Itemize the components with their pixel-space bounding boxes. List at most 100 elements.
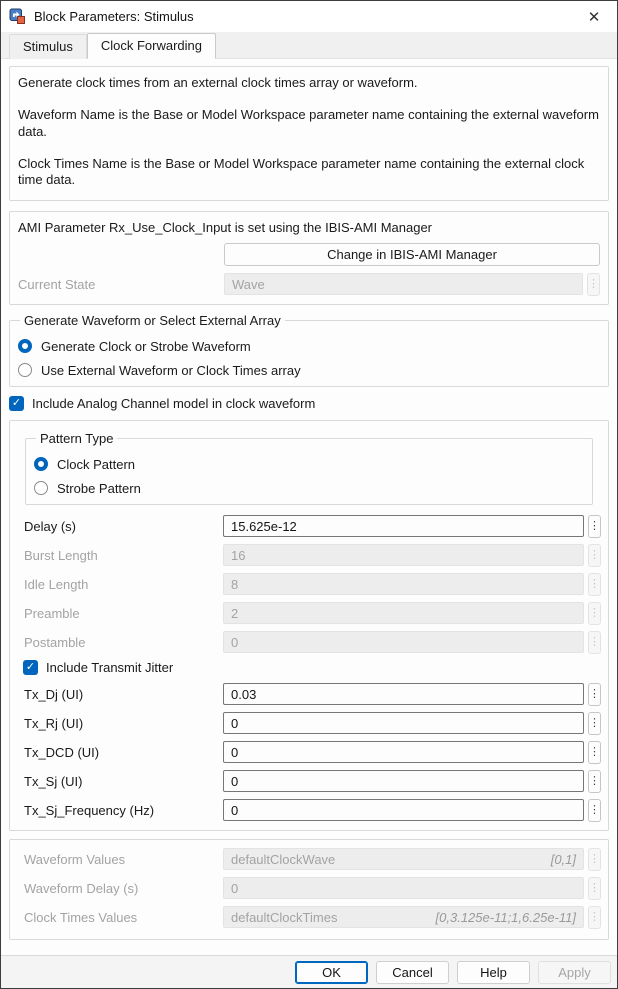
tx-dcd-kebab-icon[interactable]: ⋮ <box>588 740 601 764</box>
tx-dcd-row: Tx_DCD (UI) 0 ⋮ <box>17 740 601 764</box>
delay-value: 15.625e-12 <box>231 518 297 534</box>
idle-length-label: Idle Length <box>24 576 89 592</box>
title-bar: Block Parameters: Stimulus ✕ <box>1 1 617 32</box>
waveform-values-row: Waveform Values defaultClockWave [0,1] ⋮ <box>17 847 601 871</box>
postamble-input: 0 <box>223 631 584 654</box>
change-ibis-ami-manager-button[interactable]: Change in IBIS-AMI Manager <box>224 242 600 266</box>
tx-sj-frequency-row: Tx_Sj_Frequency (Hz) 0 ⋮ <box>17 798 601 822</box>
tx-dj-label: Tx_Dj (UI) <box>24 686 84 702</box>
preamble-input: 2 <box>223 602 584 625</box>
tx-rj-input[interactable]: 0 <box>223 712 584 735</box>
radio-clock-pattern[interactable]: Clock Pattern <box>34 457 584 472</box>
burst-length-row: Burst Length 16 ⋮ <box>17 543 601 567</box>
window-title: Block Parameters: Stimulus <box>34 9 194 24</box>
preamble-row: Preamble 2 ⋮ <box>17 601 601 625</box>
tx-rj-row: Tx_Rj (UI) 0 ⋮ <box>17 711 601 735</box>
delay-kebab-icon[interactable]: ⋮ <box>588 514 601 538</box>
radio-generate-label: Generate Clock or Strobe Waveform <box>41 338 251 354</box>
tx-dj-value: 0.03 <box>231 686 257 702</box>
waveform-delay-row: Waveform Delay (s) 0 ⋮ <box>17 876 601 900</box>
radio-off-icon[interactable] <box>18 363 32 378</box>
tx-rj-label: Tx_Rj (UI) <box>24 715 84 731</box>
tx-dj-row: Tx_Dj (UI) 0.03 ⋮ <box>17 682 601 706</box>
tx-dcd-label: Tx_DCD (UI) <box>24 744 100 760</box>
tx-sj-value: 0 <box>231 773 239 789</box>
tx-sj-label: Tx_Sj (UI) <box>24 773 83 789</box>
tab-stimulus[interactable]: Stimulus <box>9 34 87 59</box>
tx-sj-input[interactable]: 0 <box>223 770 584 793</box>
clock-times-values-input: defaultClockTimes [0,3.125e-11;1,6.25e-1… <box>223 906 584 929</box>
apply-button: Apply <box>538 960 611 984</box>
generate-waveform-legend: Generate Waveform or Select External Arr… <box>24 312 281 328</box>
ok-button[interactable]: OK <box>295 960 368 984</box>
clock-times-values-row: Clock Times Values defaultClockTimes [0,… <box>17 905 601 929</box>
waveform-delay-label: Waveform Delay (s) <box>24 880 139 896</box>
radio-strobe-pattern[interactable]: Strobe Pattern <box>34 481 584 496</box>
delay-row: Delay (s) 15.625e-12 ⋮ <box>17 514 601 538</box>
generate-waveform-group: Generate Waveform or Select External Arr… <box>9 312 609 387</box>
preamble-kebab-icon: ⋮ <box>588 601 601 625</box>
checkbox-checked-icon[interactable]: ✓ <box>23 659 38 675</box>
description-line-1: Generate clock times from an external cl… <box>18 75 418 90</box>
radio-on-icon[interactable] <box>18 339 32 354</box>
current-state-field: Wave <box>224 273 583 296</box>
external-waveform-box: Waveform Values defaultClockWave [0,1] ⋮… <box>9 838 609 940</box>
burst-length-input: 16 <box>223 544 584 567</box>
preamble-label: Preamble <box>24 605 80 621</box>
checkbox-checked-icon[interactable]: ✓ <box>9 395 24 411</box>
strobe-pattern-label: Strobe Pattern <box>57 480 141 496</box>
burst-length-value: 16 <box>231 547 246 563</box>
waveform-delay-kebab-icon: ⋮ <box>588 876 601 900</box>
waveform-values-value: defaultClockWave <box>231 851 336 867</box>
tab-bar: Stimulus Clock Forwarding <box>1 32 617 59</box>
radio-generate-clock-strobe[interactable]: Generate Clock or Strobe Waveform <box>18 339 600 354</box>
postamble-value: 0 <box>231 634 239 650</box>
tx-sj-frequency-input[interactable]: 0 <box>223 799 584 822</box>
tx-dcd-value: 0 <box>231 744 239 760</box>
waveform-delay-input: 0 <box>223 877 584 900</box>
postamble-label: Postamble <box>24 634 86 650</box>
preamble-value: 2 <box>231 605 239 621</box>
include-analog-label: Include Analog Channel model in clock wa… <box>32 395 316 411</box>
tx-sj-frequency-label: Tx_Sj_Frequency (Hz) <box>24 802 155 818</box>
clock-times-values-annotation: [0,3.125e-11;1,6.25e-11] <box>435 909 576 925</box>
tx-dcd-input[interactable]: 0 <box>223 741 584 764</box>
clock-times-values-kebab-icon: ⋮ <box>588 905 601 929</box>
tx-rj-kebab-icon[interactable]: ⋮ <box>588 711 601 735</box>
tab-content: Generate clock times from an external cl… <box>1 59 617 955</box>
tx-dj-input[interactable]: 0.03 <box>223 683 584 706</box>
help-button[interactable]: Help <box>457 960 530 984</box>
close-icon[interactable]: ✕ <box>587 8 601 26</box>
radio-external-label: Use External Waveform or Clock Times arr… <box>41 362 301 378</box>
current-state-value: Wave <box>232 276 265 292</box>
radio-use-external[interactable]: Use External Waveform or Clock Times arr… <box>18 363 600 378</box>
current-state-kebab-icon: ⋮ <box>587 272 600 296</box>
include-analog-row[interactable]: ✓ Include Analog Channel model in clock … <box>9 395 609 411</box>
clock-pattern-label: Clock Pattern <box>57 456 136 472</box>
tx-sj-frequency-value: 0 <box>231 802 239 818</box>
waveform-values-kebab-icon: ⋮ <box>588 847 601 871</box>
tx-sj-kebab-icon[interactable]: ⋮ <box>588 769 601 793</box>
current-state-label: Current State <box>18 276 96 292</box>
pattern-type-group: Pattern Type Clock Pattern Strobe Patter… <box>25 430 593 505</box>
delay-input[interactable]: 15.625e-12 <box>223 515 584 538</box>
include-jitter-label: Include Transmit Jitter <box>46 659 174 675</box>
cancel-button[interactable]: Cancel <box>376 960 449 984</box>
include-jitter-row[interactable]: ✓ Include Transmit Jitter <box>17 659 601 675</box>
tab-clock-forwarding[interactable]: Clock Forwarding <box>86 33 217 59</box>
tx-sj-frequency-kebab-icon[interactable]: ⋮ <box>588 798 601 822</box>
description-line-3: Clock Times Name is the Base or Model Wo… <box>18 155 585 187</box>
radio-off-icon[interactable] <box>34 481 48 496</box>
clock-waveform-params-box: Pattern Type Clock Pattern Strobe Patter… <box>9 419 609 831</box>
delay-label: Delay (s) <box>24 518 77 534</box>
radio-on-icon[interactable] <box>34 457 48 472</box>
clock-times-values-value: defaultClockTimes <box>231 909 338 925</box>
postamble-row: Postamble 0 ⋮ <box>17 630 601 654</box>
dialog-button-bar: OK Cancel Help Apply <box>1 955 617 988</box>
description-box: Generate clock times from an external cl… <box>9 66 609 202</box>
idle-length-row: Idle Length 8 ⋮ <box>17 572 601 596</box>
waveform-values-input: defaultClockWave [0,1] <box>223 848 584 871</box>
tx-dj-kebab-icon[interactable]: ⋮ <box>588 682 601 706</box>
waveform-values-annotation: [0,1] <box>550 851 576 867</box>
